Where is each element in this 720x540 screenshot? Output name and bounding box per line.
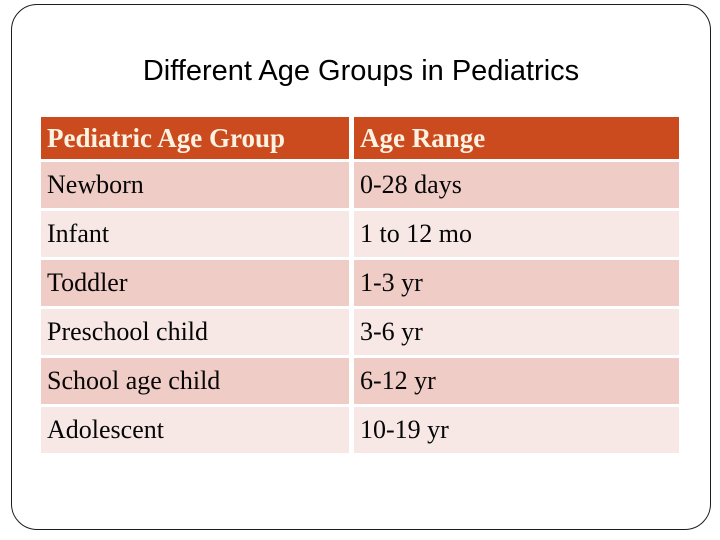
- age-group-cell: Adolescent: [41, 407, 349, 453]
- age-groups-table: Pediatric Age Group Age Range Newborn 0-…: [41, 117, 679, 453]
- table-row: Infant 1 to 12 mo: [41, 211, 679, 257]
- slide-frame: Different Age Groups in Pediatrics Pedia…: [11, 4, 711, 530]
- table-header-row: Pediatric Age Group Age Range: [41, 117, 679, 159]
- age-range-cell: 10-19 yr: [354, 407, 679, 453]
- age-range-cell: 0-28 days: [354, 162, 679, 208]
- table-row: Adolescent 10-19 yr: [41, 407, 679, 453]
- column-header-age-range: Age Range: [354, 117, 679, 159]
- age-range-cell: 1-3 yr: [354, 260, 679, 306]
- page-title: Different Age Groups in Pediatrics: [142, 55, 580, 87]
- table-row: School age child 6-12 yr: [41, 358, 679, 404]
- age-range-cell: 6-12 yr: [354, 358, 679, 404]
- age-group-cell: Infant: [41, 211, 349, 257]
- age-range-cell: 1 to 12 mo: [354, 211, 679, 257]
- age-group-cell: Preschool child: [41, 309, 349, 355]
- table-row: Toddler 1-3 yr: [41, 260, 679, 306]
- age-group-cell: Toddler: [41, 260, 349, 306]
- column-header-age-group: Pediatric Age Group: [41, 117, 349, 159]
- age-group-cell: School age child: [41, 358, 349, 404]
- table-row: Newborn 0-28 days: [41, 162, 679, 208]
- age-range-cell: 3-6 yr: [354, 309, 679, 355]
- age-group-cell: Newborn: [41, 162, 349, 208]
- table-row: Preschool child 3-6 yr: [41, 309, 679, 355]
